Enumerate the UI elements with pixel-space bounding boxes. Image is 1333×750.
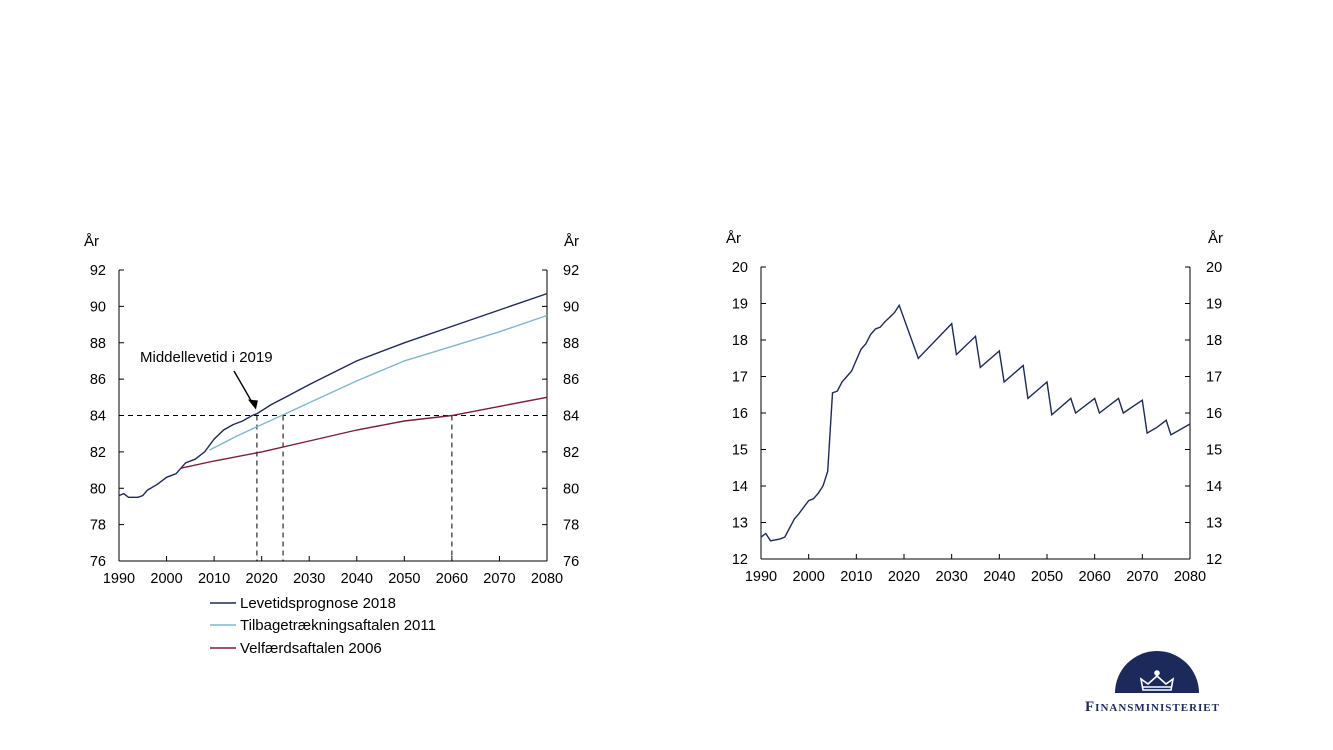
y-tick-label-right: 12 bbox=[1206, 552, 1222, 568]
arrow-shaft bbox=[233, 370, 255, 406]
y-tick-label-left: 12 bbox=[732, 552, 748, 568]
life-expectancy-chart: 76 76 78 78 80 80 82 82 84 84 86 86 88 88 90 90 92 92 1990… bbox=[84, 233, 579, 587]
x-tick-label: 2040 bbox=[983, 569, 1015, 585]
y-tick-label-left: 17 bbox=[732, 370, 748, 386]
y-tick-label-left: 20 bbox=[732, 260, 748, 276]
legend: Levetidsprognose 2018 Tilbagetrækningsaf… bbox=[210, 595, 436, 657]
y-tick-label-left: 88 bbox=[90, 336, 106, 352]
y-tick-label-right: 80 bbox=[563, 481, 579, 497]
y-tick-label-left: 80 bbox=[90, 481, 106, 497]
y-tick-label-right: 82 bbox=[563, 445, 579, 461]
y-tick-label-left: 92 bbox=[90, 263, 106, 279]
left-axis-unit: År bbox=[726, 230, 741, 247]
y-tick-label-left: 19 bbox=[732, 297, 748, 313]
x-tick-label: 1990 bbox=[745, 569, 777, 585]
y-tick-label-right: 16 bbox=[1206, 406, 1222, 422]
crown-icon bbox=[1139, 670, 1175, 691]
x-tick-label: 2040 bbox=[341, 571, 373, 587]
right-axis-unit: År bbox=[1208, 230, 1223, 247]
y-tick-label-right: 14 bbox=[1206, 479, 1222, 495]
arrow-head bbox=[247, 399, 258, 410]
series-line-1 bbox=[118, 292, 548, 498]
x-tick-label: 2050 bbox=[1031, 569, 1063, 585]
legend-label-velfaerd: Velfærdsaftalen 2006 bbox=[240, 640, 382, 657]
y-tick-label-right: 15 bbox=[1206, 443, 1222, 459]
x-tick-label: 2000 bbox=[793, 569, 825, 585]
y-tick-label-left: 13 bbox=[732, 516, 748, 532]
x-tick-label: 2080 bbox=[531, 571, 563, 587]
x-tick-label: 2060 bbox=[1079, 569, 1111, 585]
annotation-label: Middellevetid i 2019 bbox=[140, 349, 273, 366]
x-tick-label: 2010 bbox=[840, 569, 872, 585]
y-tick-label-right: 88 bbox=[563, 336, 579, 352]
x-tick-label: 2070 bbox=[483, 571, 515, 587]
y-tick-label-left: 14 bbox=[732, 479, 748, 495]
y-tick-label-left: 86 bbox=[90, 372, 106, 388]
x-tick-label: 2010 bbox=[198, 571, 230, 587]
y-tick-label-right: 13 bbox=[1206, 516, 1222, 532]
series-line-2 bbox=[209, 314, 548, 451]
finansministeriet-logo: Finansministeriet bbox=[1085, 651, 1220, 715]
x-tick-label: 1990 bbox=[103, 571, 135, 587]
x-tick-label: 2000 bbox=[150, 571, 182, 587]
y-tick-label-right: 20 bbox=[1206, 260, 1222, 276]
legend-label-levetid: Levetidsprognose 2018 bbox=[240, 595, 396, 612]
left-axis-unit: År bbox=[84, 233, 99, 250]
y-tick-label-left: 90 bbox=[90, 299, 106, 315]
y-tick-label-right: 92 bbox=[563, 263, 579, 279]
y-tick-label-left: 82 bbox=[90, 445, 106, 461]
legend-label-tilbage: Tilbagetrækningsaftalen 2011 bbox=[240, 617, 436, 634]
y-tick-label-right: 78 bbox=[563, 518, 579, 534]
y-tick-label-right: 76 bbox=[563, 554, 579, 570]
y-tick-label-right: 17 bbox=[1206, 370, 1222, 386]
y-tick-label-left: 15 bbox=[732, 443, 748, 459]
y-tick-label-right: 90 bbox=[563, 299, 579, 315]
right-axis-unit: År bbox=[564, 233, 579, 250]
logo-wordmark: Finansministeriet bbox=[1085, 699, 1220, 715]
y-tick-label-right: 86 bbox=[563, 372, 579, 388]
y-tick-label-left: 16 bbox=[732, 406, 748, 422]
x-tick-label: 2020 bbox=[888, 569, 920, 585]
series-line-3 bbox=[180, 396, 548, 469]
x-tick-label: 2030 bbox=[936, 569, 968, 585]
x-tick-label: 2030 bbox=[293, 571, 325, 587]
x-tick-label: 2060 bbox=[436, 571, 468, 587]
y-tick-label-right: 19 bbox=[1206, 297, 1222, 313]
y-tick-label-left: 84 bbox=[90, 409, 106, 425]
series-line-1 bbox=[760, 303, 1191, 542]
y-tick-label-left: 76 bbox=[90, 554, 106, 570]
y-tick-label-left: 78 bbox=[90, 518, 106, 534]
y-tick-label-left: 18 bbox=[732, 333, 748, 349]
y-tick-label-right: 18 bbox=[1206, 333, 1222, 349]
x-tick-label: 2070 bbox=[1126, 569, 1158, 585]
y-tick-label-right: 84 bbox=[563, 409, 579, 425]
annotation-arrow bbox=[233, 370, 258, 410]
x-tick-label: 2050 bbox=[388, 571, 420, 587]
x-tick-label: 2020 bbox=[246, 571, 278, 587]
x-tick-label: 2080 bbox=[1174, 569, 1206, 585]
